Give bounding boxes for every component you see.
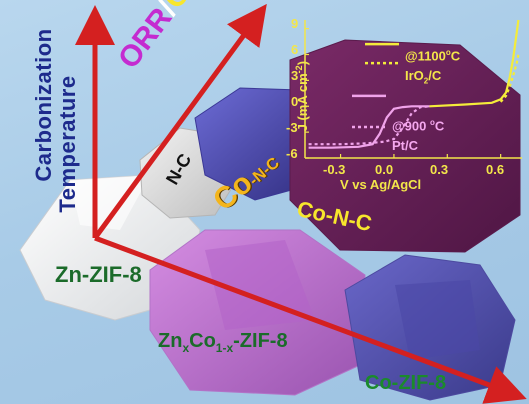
znco-co: Co	[189, 330, 216, 352]
x-tick-06: 0.6	[486, 162, 505, 177]
legend-iro2: IrO2/C	[405, 68, 442, 86]
y-tick-neg3: -3	[286, 120, 298, 135]
series-line-2	[499, 54, 520, 103]
orr-oer-arrow	[92, 3, 267, 240]
inset-chart	[304, 19, 522, 159]
series-line-3	[308, 105, 430, 149]
x-axis-label: V vs Ag/AgCl	[340, 177, 422, 192]
y-tick-0: 0	[291, 94, 299, 109]
y-tick-9: 9	[291, 16, 299, 31]
co-zif-8-label: Co-ZIF-8	[365, 372, 447, 394]
zn-zif-8-label: Zn-ZIF-8	[55, 262, 142, 287]
plot-marks	[305, 19, 520, 159]
znco-zn: Zn	[158, 330, 183, 352]
x-tick-03: 0.3	[430, 162, 449, 177]
legend-1100: @1100oC	[405, 48, 461, 64]
legend-ptc: Pt/C	[392, 138, 418, 153]
x-tick-00: 0.0	[375, 162, 394, 177]
y-tick-3: 3	[291, 68, 299, 83]
x-tick-neg03: -0.3	[323, 162, 346, 177]
carbonization-label: Carbonization	[31, 28, 56, 182]
znco-1-x: 1-x	[215, 341, 234, 355]
series-line-4	[308, 105, 430, 146]
legend-900: @900 oC	[392, 118, 445, 134]
y-tick-neg6: -6	[286, 146, 298, 161]
co-n-c-large-crystal	[289, 39, 521, 253]
znco-x: x	[182, 341, 190, 355]
znco-zif-8-label: ZnxCo1-x-ZIF-8	[158, 330, 288, 355]
series-line-1	[429, 19, 520, 108]
zif-arrow	[94, 235, 527, 404]
co-zif-8-facet	[395, 280, 480, 360]
znco-zif: -ZIF-8	[233, 330, 288, 352]
y-tick-6: 6	[291, 42, 299, 57]
temperature-label: Temperature	[55, 75, 80, 213]
